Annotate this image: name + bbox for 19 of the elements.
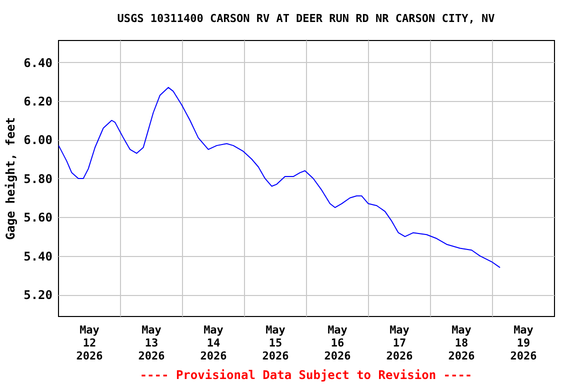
x-tick-label: May 12 2026 xyxy=(76,324,104,362)
x-tick-label: May 13 2026 xyxy=(138,324,166,362)
x-tick-label: May 16 2026 xyxy=(324,324,352,362)
line-series xyxy=(58,86,501,268)
x-tick-label: May 19 2026 xyxy=(510,324,538,362)
x-tick-label: May 15 2026 xyxy=(262,324,290,362)
y-tick-label: 5.60 xyxy=(24,210,52,225)
x-tick-label: May 14 2026 xyxy=(200,324,228,362)
y-tick-label: 6.40 xyxy=(24,56,52,70)
x-tick-label: May 17 2026 xyxy=(386,324,414,362)
y-axis-title: Gage height, feet xyxy=(4,117,18,240)
y-tick-label: 6.20 xyxy=(24,94,52,109)
x-tick-label: May 18 2026 xyxy=(448,324,476,362)
y-tick-label: 5.40 xyxy=(24,249,52,264)
text: ---- Provisional Data Subject to Revision ---- xyxy=(140,368,472,382)
y-tick-label: 5.80 xyxy=(24,172,52,186)
chart-title: USGS 10311400 CARSON RV AT DEER RUN RD NR CARSON CITY, NV xyxy=(117,12,496,25)
y-tick-label: 5.20 xyxy=(24,288,52,302)
y-tick-label: 6.00 xyxy=(24,133,52,148)
